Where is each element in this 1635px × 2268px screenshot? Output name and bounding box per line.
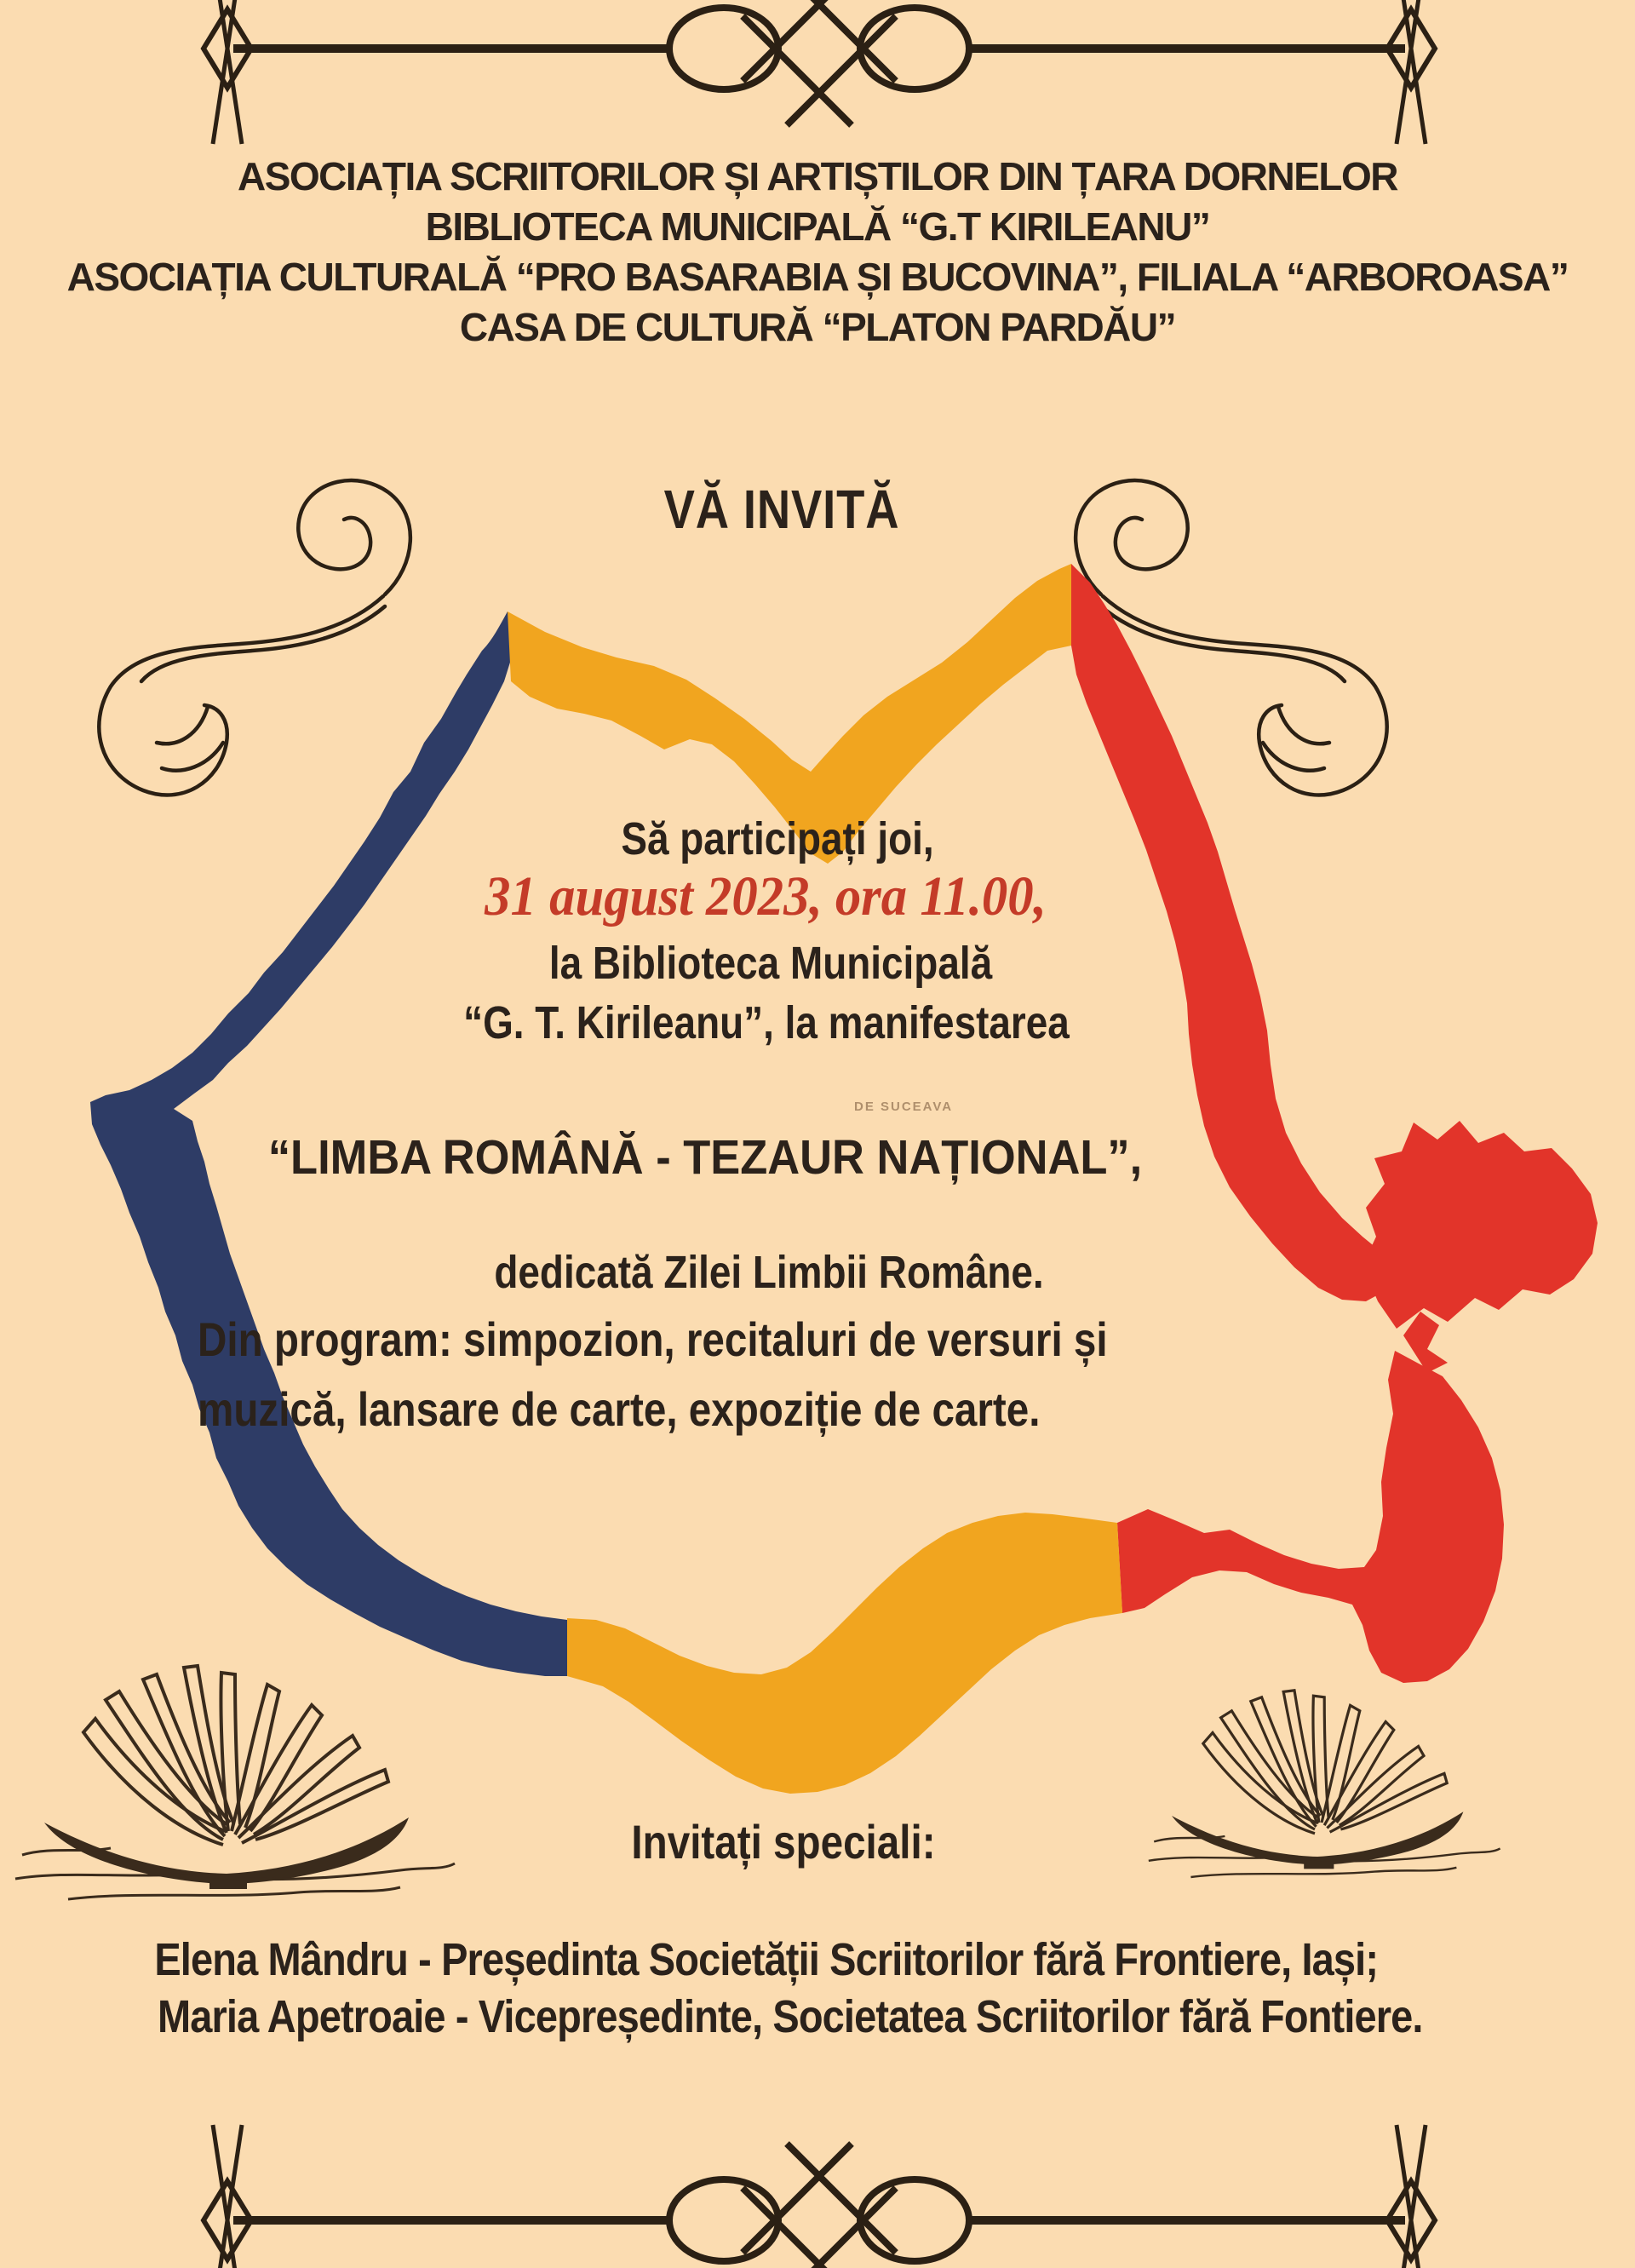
invite-date-line: 31 august 2023, ora 11.00, — [485, 865, 1047, 927]
invite-line-kirileanu: “G. T. Kirileanu”, la manifestarea — [463, 997, 1070, 1048]
header-line-2: BIBLIOTECA MUNICIPALĂ “G.T KIRILEANU” — [425, 204, 1211, 249]
header-line-1: ASOCIAȚIA SCRIITORILOR ȘI ARTIȘTILOR DIN… — [237, 154, 1399, 198]
poster-title: VĂ INVITĂ — [663, 479, 900, 540]
map-stroke-yellow-north — [508, 564, 1071, 864]
invite-line-participate: Să participați joi, — [621, 813, 934, 864]
invite-line-library: la Biblioteca Municipală — [548, 938, 993, 989]
map-stroke-red-east — [1071, 564, 1391, 1301]
event-title: “LIMBA ROMÂNĂ - TEZAUR NAȚIONAL”, — [267, 1130, 1143, 1185]
map-danube-delta-blob — [1362, 1121, 1598, 1329]
program-line-2: muzică, lansare de carte, expoziție de c… — [198, 1382, 1041, 1436]
top-divider-ornament — [204, 0, 1435, 144]
program-line-1: Din program: simpozion, recitaluri de ve… — [198, 1312, 1108, 1366]
map-delta-islet — [1403, 1312, 1448, 1373]
event-dedication: dedicată Zilei Limbii Române. — [494, 1247, 1044, 1298]
header-line-3: ASOCIAȚIA CULTURALĂ “PRO BASARABIA ȘI BU… — [66, 255, 1569, 299]
guest-line: Elena Mândru - Președinta Societății Scr… — [154, 1934, 1379, 1985]
watermark-text: DE SUCEAVA — [854, 1100, 954, 1114]
map-stroke-blue-west — [90, 611, 567, 1676]
map-stroke-yellow-south — [567, 1513, 1122, 1794]
map-stroke-red-coast — [1117, 1351, 1504, 1683]
header-organizations: ASOCIAȚIA SCRIITORILOR ȘI ARTIȘTILOR DIN… — [0, 152, 1635, 353]
bottom-divider-ornament — [204, 2125, 1435, 2268]
guest-line: Maria Apetroaie - Vicepreședinte, Societ… — [157, 1991, 1423, 2042]
header-line-4: CASA DE CULTURĂ “PLATON PARDĂU” — [459, 305, 1177, 349]
guests-heading: Invitați speciali: — [631, 1815, 936, 1869]
